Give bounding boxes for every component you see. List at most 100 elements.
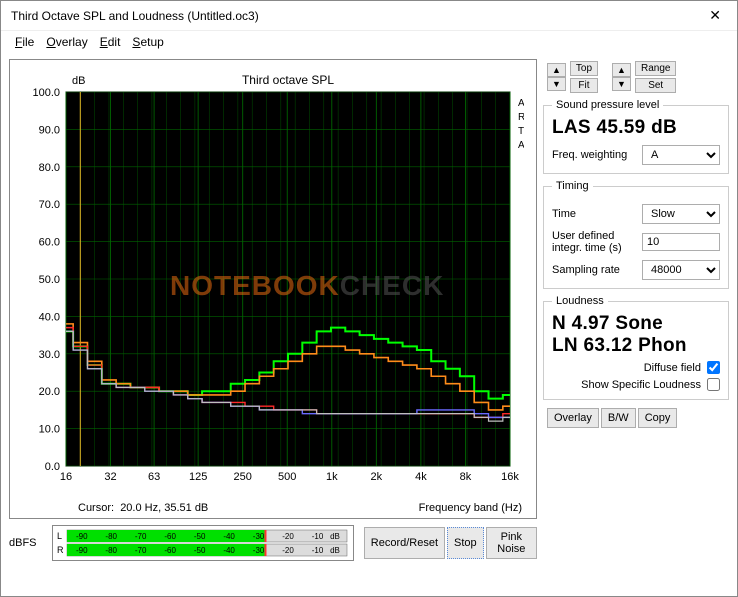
loudness-legend: Loudness: [552, 295, 608, 307]
spl-chart: 0.010.020.030.040.050.060.070.080.090.01…: [18, 68, 524, 498]
menu-setup[interactable]: Setup: [128, 33, 167, 51]
integ-label: User defined integr. time (s): [552, 230, 636, 254]
spl-legend: Sound pressure level: [552, 99, 663, 111]
svg-text:-10: -10: [312, 532, 324, 541]
svg-text:16k: 16k: [501, 471, 519, 483]
svg-text:-10: -10: [312, 546, 324, 555]
loudness-fieldset: Loudness N 4.97 Sone LN 63.12 Phon Diffu…: [543, 295, 729, 400]
time-label: Time: [552, 208, 576, 220]
svg-text:-40: -40: [223, 532, 235, 541]
cursor-label: Cursor:: [78, 502, 114, 514]
svg-text:-70: -70: [135, 546, 147, 555]
overlay-button[interactable]: Overlay: [547, 408, 599, 428]
top-up-icon[interactable]: ▲: [547, 63, 566, 77]
menu-bar: File Overlay Edit Setup: [1, 31, 737, 55]
meter-row: dBFS L -90 -80 -70 -60 -50 -40 -30 -20 -10 dB R -90 -…: [9, 519, 537, 561]
menu-overlay[interactable]: Overlay: [42, 33, 91, 51]
integ-input[interactable]: [642, 233, 720, 251]
menu-edit[interactable]: Edit: [96, 33, 125, 51]
copy-button[interactable]: Copy: [638, 408, 678, 428]
svg-text:1k: 1k: [326, 471, 338, 483]
svg-text:-90: -90: [76, 546, 88, 555]
svg-text:16: 16: [60, 471, 72, 483]
cursor-readout: Cursor: 20.0 Hz, 35.51 dB: [78, 502, 208, 514]
svg-text:-90: -90: [76, 532, 88, 541]
svg-text:70.0: 70.0: [39, 199, 60, 211]
svg-text:250: 250: [234, 471, 252, 483]
freq-weighting-label: Freq. weighting: [552, 149, 627, 161]
svg-text:-50: -50: [194, 546, 206, 555]
cursor-freq: 20.0 Hz: [120, 502, 158, 514]
menu-file[interactable]: File: [11, 33, 38, 51]
svg-text:8k: 8k: [460, 471, 472, 483]
svg-text:32: 32: [104, 471, 116, 483]
range-down-icon[interactable]: ▼: [612, 77, 631, 91]
svg-text:30.0: 30.0: [39, 349, 60, 361]
top-button[interactable]: Top: [570, 61, 598, 76]
svg-text:-80: -80: [105, 532, 117, 541]
freq-weighting-select[interactable]: A: [642, 145, 720, 165]
svg-text:80.0: 80.0: [39, 162, 60, 174]
fit-button[interactable]: Fit: [570, 78, 598, 93]
diffuse-checkbox[interactable]: [707, 361, 720, 374]
svg-text:500: 500: [278, 471, 296, 483]
dbfs-label: dBFS: [9, 537, 46, 549]
phon-reading: LN 63.12 Phon: [552, 335, 720, 357]
top-down-icon[interactable]: ▼: [547, 77, 566, 91]
svg-text:2k: 2k: [371, 471, 383, 483]
svg-text:R: R: [518, 112, 524, 123]
sone-reading: N 4.97 Sone: [552, 313, 720, 335]
svg-text:90.0: 90.0: [39, 124, 60, 136]
level-meter: L -90 -80 -70 -60 -50 -40 -30 -20 -10 dB R -90 -80 -70…: [52, 525, 354, 561]
spl-reading: LAS 45.59 dB: [552, 117, 720, 139]
svg-text:dB: dB: [330, 532, 340, 541]
content-area: 0.010.020.030.040.050.060.070.080.090.01…: [1, 55, 737, 567]
spl-fieldset: Sound pressure level LAS 45.59 dB Freq. …: [543, 99, 729, 174]
svg-text:R: R: [57, 545, 64, 555]
x-axis-label: Frequency band (Hz): [419, 502, 522, 514]
svg-text:-20: -20: [282, 546, 294, 555]
timing-legend: Timing: [552, 180, 593, 192]
chart-frame: 0.010.020.030.040.050.060.070.080.090.01…: [9, 59, 537, 519]
svg-text:100.0: 100.0: [32, 87, 60, 99]
specific-checkbox[interactable]: [707, 378, 720, 391]
title-bar: Third Octave SPL and Loudness (Untitled.…: [1, 1, 737, 31]
svg-text:Third octave SPL: Third octave SPL: [242, 73, 334, 87]
close-icon[interactable]: ✕: [701, 3, 729, 28]
range-up-icon[interactable]: ▲: [612, 63, 631, 77]
svg-text:-60: -60: [164, 546, 176, 555]
svg-text:A: A: [518, 140, 524, 151]
right-buttons: Overlay B/W Copy: [547, 408, 729, 428]
svg-text:-20: -20: [282, 532, 294, 541]
cursor-db: 35.51 dB: [164, 502, 208, 514]
svg-text:L: L: [57, 531, 62, 541]
svg-text:-60: -60: [164, 532, 176, 541]
svg-text:T: T: [518, 126, 524, 137]
svg-text:-30: -30: [253, 532, 265, 541]
svg-text:10.0: 10.0: [39, 424, 60, 436]
range-button[interactable]: Range: [635, 61, 676, 76]
svg-text:-70: -70: [135, 532, 147, 541]
svg-text:-50: -50: [194, 532, 206, 541]
svg-text:60.0: 60.0: [39, 237, 60, 249]
axis-controls: ▲ ▼ Top Fit ▲ ▼ Range Set: [543, 61, 729, 93]
svg-text:-80: -80: [105, 546, 117, 555]
chart-footer: Cursor: 20.0 Hz, 35.51 dB Frequency band…: [18, 498, 532, 514]
rate-label: Sampling rate: [552, 264, 620, 276]
stop-button[interactable]: Stop: [447, 527, 484, 559]
rate-select[interactable]: 48000: [642, 260, 720, 280]
diffuse-label: Diffuse field: [644, 362, 701, 374]
svg-text:125: 125: [189, 471, 207, 483]
timing-fieldset: Timing Time Slow User defined integr. ti…: [543, 180, 729, 289]
record-button[interactable]: Record/Reset: [364, 527, 445, 559]
svg-text:-30: -30: [253, 546, 265, 555]
svg-text:4k: 4k: [415, 471, 427, 483]
set-button[interactable]: Set: [635, 78, 676, 93]
right-panel: ▲ ▼ Top Fit ▲ ▼ Range Set Sou: [543, 59, 729, 561]
svg-text:40.0: 40.0: [39, 311, 60, 323]
pink-noise-button[interactable]: Pink Noise: [486, 527, 537, 559]
time-select[interactable]: Slow: [642, 204, 720, 224]
top-fit-group: ▲ ▼ Top Fit: [547, 61, 598, 93]
svg-text:dB: dB: [72, 75, 85, 87]
bw-button[interactable]: B/W: [601, 408, 636, 428]
